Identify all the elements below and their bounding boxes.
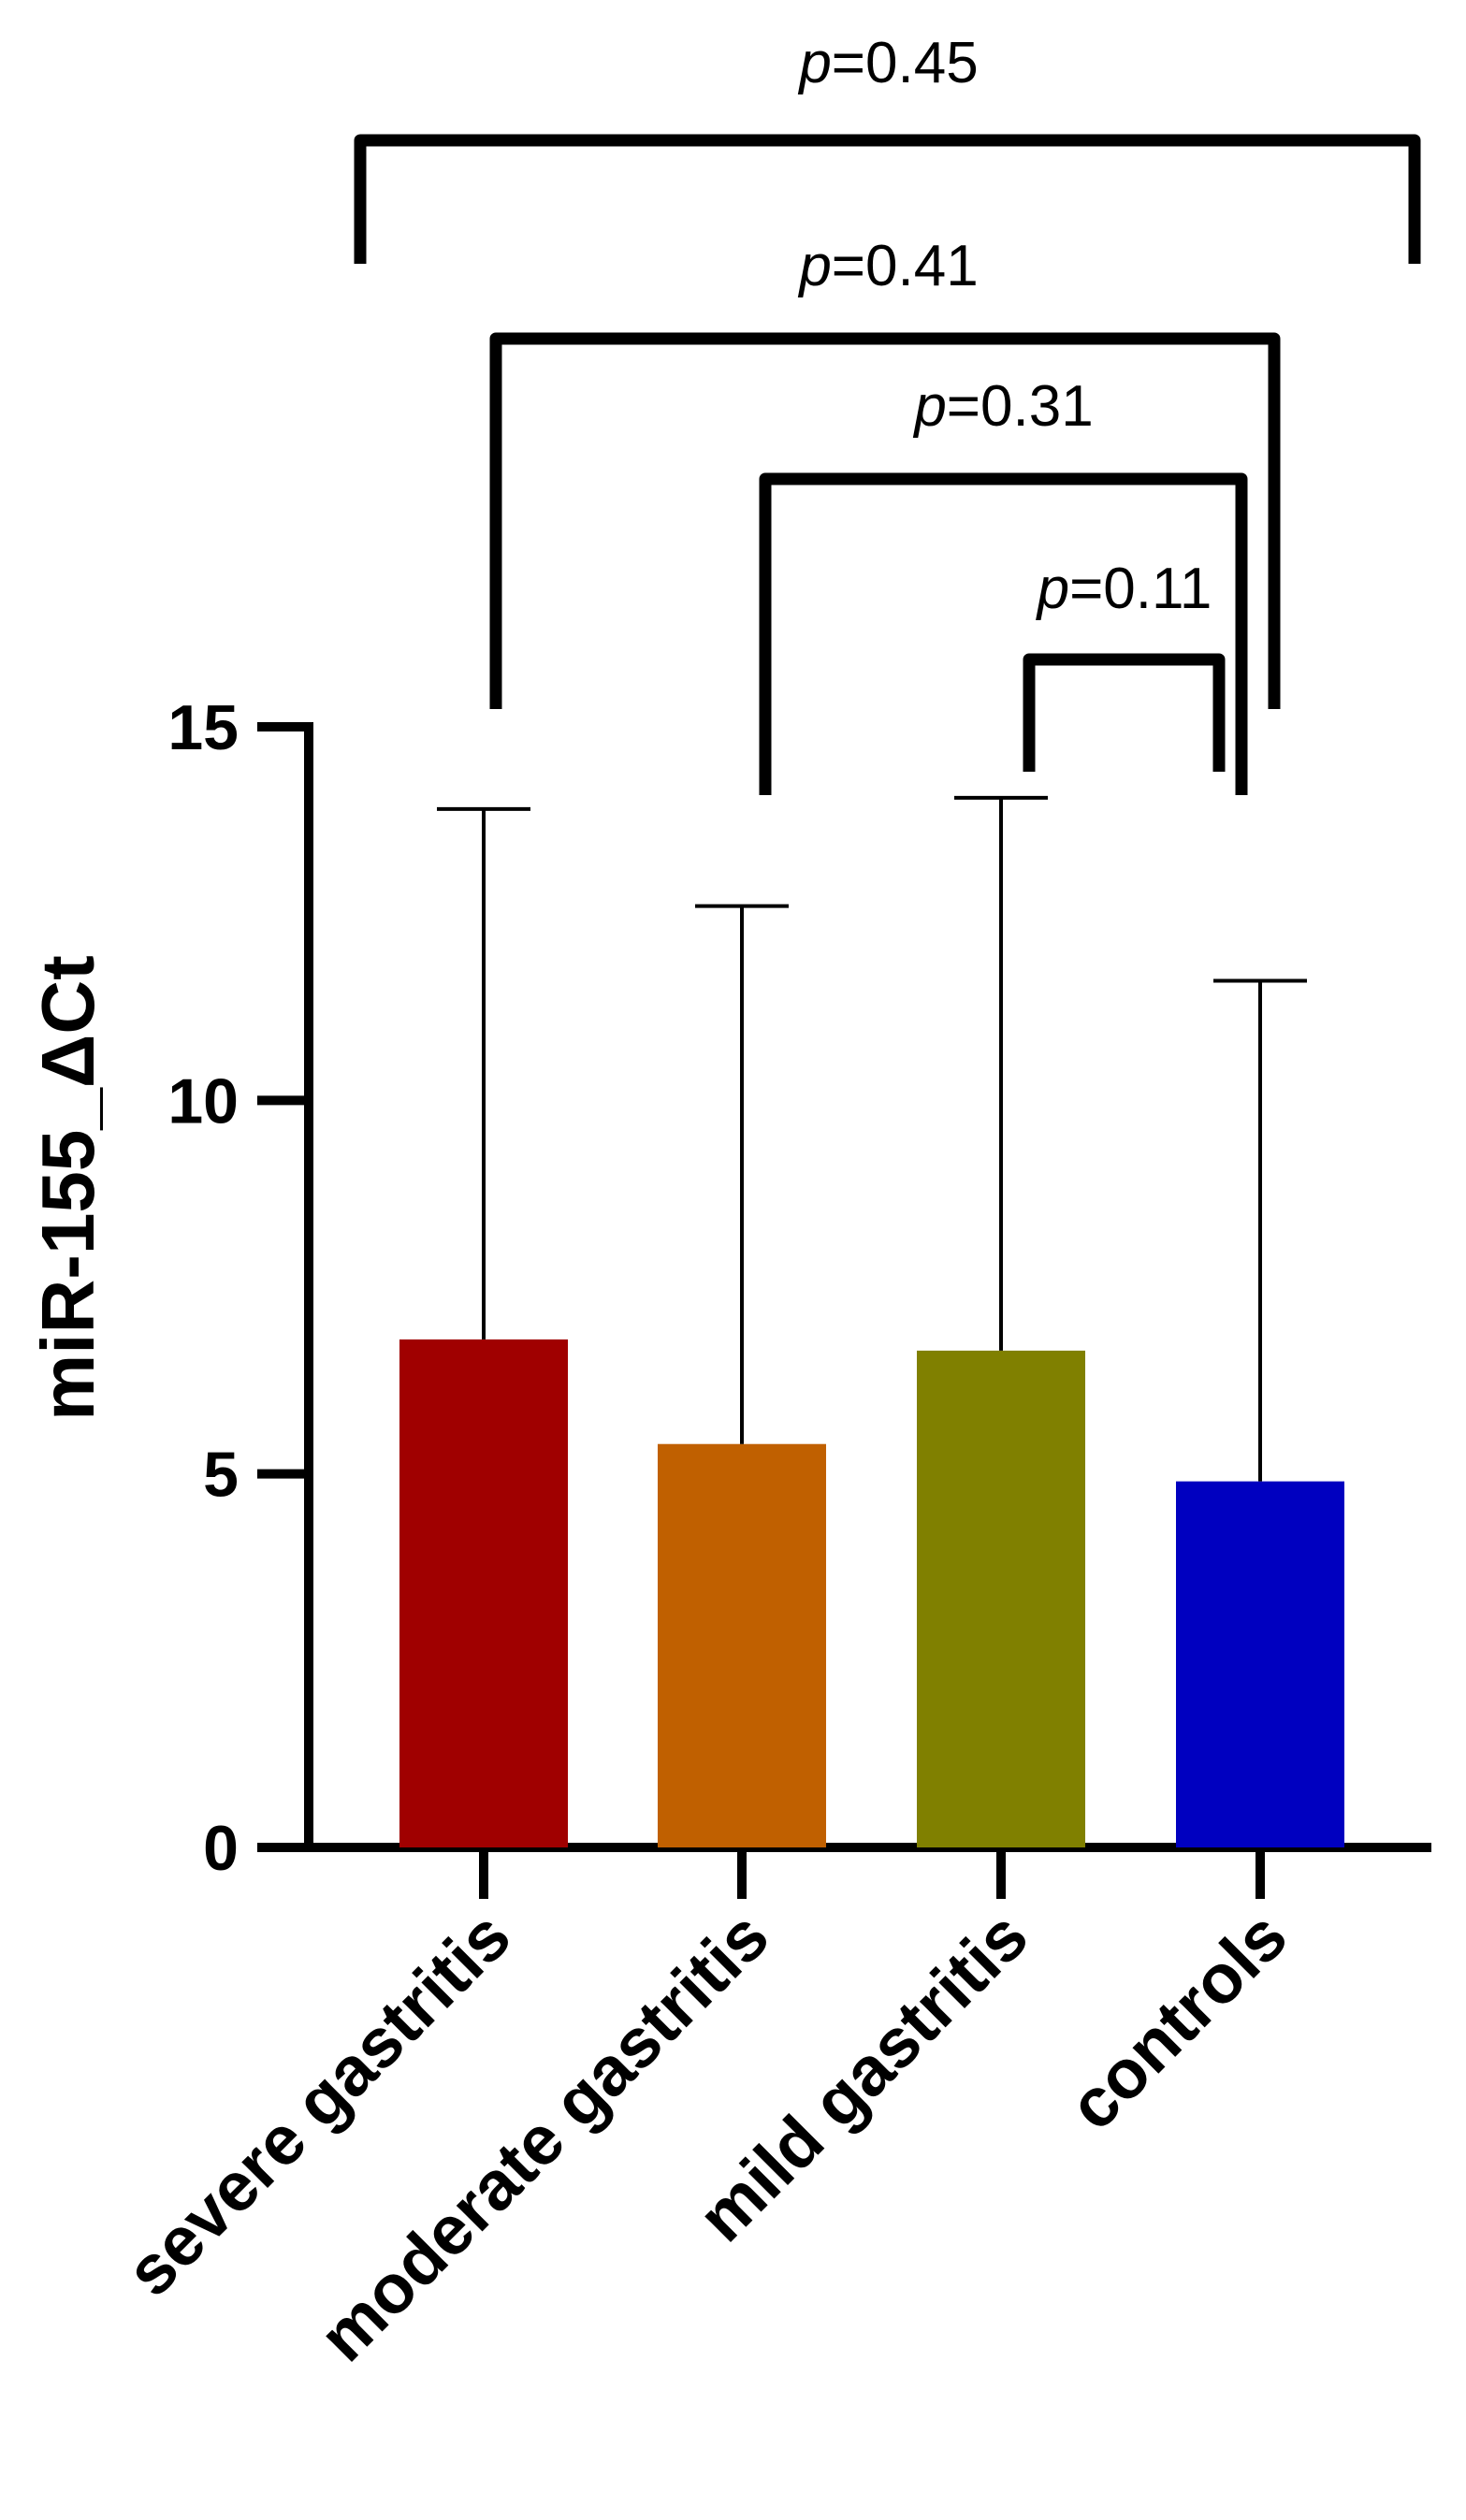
x-category-label: moderate gastritis [304, 1897, 783, 2376]
p-value-label: p=0.11 [1036, 557, 1212, 621]
p-value-label: p=0.45 [797, 31, 978, 95]
y-tick-label: 15 [167, 692, 239, 763]
p-value: =0.11 [1069, 557, 1212, 621]
significance-bracket-3 [759, 472, 1248, 795]
p-value-label: p=0.41 [797, 234, 978, 298]
y-tick-label: 0 [203, 1813, 239, 1884]
p-symbol: p [1036, 557, 1069, 621]
significance-bracket-4 [1023, 653, 1226, 772]
y-tick-label: 10 [167, 1065, 239, 1137]
significance-brackets-layer [354, 134, 1421, 795]
p-value: =0.41 [832, 234, 979, 298]
p-value: =0.31 [947, 374, 1094, 439]
bar-4 [1176, 1481, 1344, 1847]
significance-bracket-1 [354, 134, 1421, 264]
p-symbol: p [797, 31, 831, 95]
bar-3 [917, 1350, 1085, 1847]
y-axis-title: miR-155_ΔCt [26, 955, 109, 1421]
x-category-label: controls [1053, 1897, 1301, 2145]
bars-layer [399, 1339, 1344, 1847]
bar-2 [658, 1443, 826, 1847]
bar-1 [399, 1339, 568, 1847]
p-symbol: p [912, 374, 946, 439]
error-bars-layer [437, 795, 1307, 1482]
p-symbol: p [797, 234, 831, 298]
p-value: =0.45 [832, 31, 979, 95]
p-value-label: p=0.31 [912, 374, 1093, 439]
significance-bracket-2 [489, 332, 1281, 709]
y-tick-label: 5 [203, 1440, 239, 1511]
